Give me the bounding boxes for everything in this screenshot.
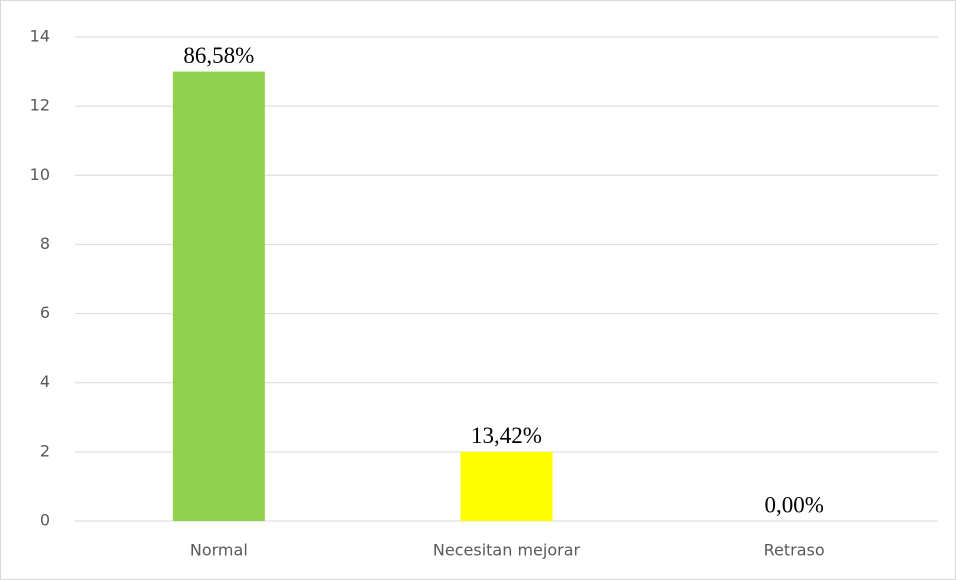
y-tick-label: 6 <box>40 303 50 322</box>
x-tick-label: Necesitan mejorar <box>433 541 581 560</box>
y-tick-label: 4 <box>40 372 50 391</box>
y-tick-label: 2 <box>40 441 50 460</box>
data-label: 86,58% <box>183 43 254 68</box>
bar <box>172 71 265 522</box>
y-tick-label: 12 <box>30 96 50 115</box>
y-tick-label: 10 <box>30 165 50 184</box>
x-tick-label: Retraso <box>764 541 825 560</box>
y-tick-label: 8 <box>40 234 50 253</box>
y-tick-label: 14 <box>30 27 50 46</box>
data-label: 13,42% <box>471 423 542 448</box>
y-tick-label: 0 <box>40 511 50 530</box>
bar <box>460 451 553 521</box>
data-label: 0,00% <box>764 492 823 517</box>
x-tick-label: Normal <box>190 541 248 560</box>
